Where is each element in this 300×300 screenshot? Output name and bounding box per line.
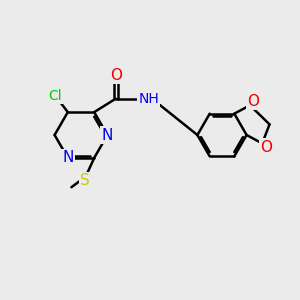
Text: N: N [102,128,113,142]
Text: NH: NH [138,92,159,106]
Text: O: O [110,68,122,83]
Text: S: S [80,173,89,188]
Text: O: O [248,94,260,109]
Text: N: N [62,150,74,165]
Text: Cl: Cl [48,88,62,103]
Text: O: O [260,140,272,154]
